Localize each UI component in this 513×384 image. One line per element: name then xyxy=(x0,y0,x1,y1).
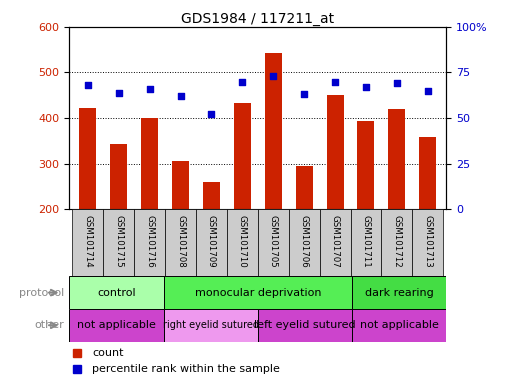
Bar xyxy=(110,144,127,209)
Text: not applicable: not applicable xyxy=(77,320,156,331)
Bar xyxy=(69,309,164,342)
Bar xyxy=(295,166,312,209)
Text: GSM101716: GSM101716 xyxy=(145,215,154,267)
Point xyxy=(207,111,215,118)
Bar xyxy=(69,276,164,309)
Bar xyxy=(350,209,381,276)
Text: GSM101715: GSM101715 xyxy=(114,215,123,267)
Text: GSM101706: GSM101706 xyxy=(300,215,309,267)
Bar xyxy=(352,309,446,342)
Point xyxy=(300,91,308,98)
Text: GSM101710: GSM101710 xyxy=(238,215,247,267)
Text: GSM101711: GSM101711 xyxy=(362,215,370,267)
Text: GSM101708: GSM101708 xyxy=(176,215,185,267)
Text: GSM101712: GSM101712 xyxy=(392,215,401,267)
Text: left eyelid sutured: left eyelid sutured xyxy=(254,320,356,331)
Bar xyxy=(388,109,405,209)
Bar xyxy=(80,108,96,209)
Text: GSM101707: GSM101707 xyxy=(330,215,340,267)
Text: monocular deprivation: monocular deprivation xyxy=(194,288,321,298)
Bar xyxy=(265,53,282,209)
Text: protocol: protocol xyxy=(19,288,64,298)
Point xyxy=(238,79,246,85)
Text: GSM101709: GSM101709 xyxy=(207,215,216,267)
Text: GSM101705: GSM101705 xyxy=(269,215,278,267)
Text: right eyelid sutured: right eyelid sutured xyxy=(163,320,259,331)
Point xyxy=(424,88,432,94)
Bar xyxy=(320,209,350,276)
Bar xyxy=(164,309,258,342)
Bar xyxy=(412,209,443,276)
Title: GDS1984 / 117211_at: GDS1984 / 117211_at xyxy=(181,12,334,26)
Text: GSM101713: GSM101713 xyxy=(423,215,432,267)
Text: dark rearing: dark rearing xyxy=(365,288,433,298)
Bar xyxy=(258,309,352,342)
Text: percentile rank within the sample: percentile rank within the sample xyxy=(92,364,280,374)
Text: other: other xyxy=(34,320,64,331)
Bar xyxy=(165,209,196,276)
Point xyxy=(331,79,339,85)
Point xyxy=(393,80,401,86)
Point xyxy=(146,86,154,92)
Text: GSM101714: GSM101714 xyxy=(83,215,92,267)
Bar xyxy=(289,209,320,276)
Bar xyxy=(203,182,220,209)
Point xyxy=(362,84,370,90)
Bar xyxy=(103,209,134,276)
Text: not applicable: not applicable xyxy=(360,320,439,331)
Bar xyxy=(327,95,344,209)
Bar xyxy=(227,209,258,276)
Bar xyxy=(358,121,374,209)
Point xyxy=(269,73,278,79)
Bar xyxy=(196,209,227,276)
Point xyxy=(114,89,123,96)
Point xyxy=(176,93,185,99)
Bar xyxy=(172,161,189,209)
Bar xyxy=(381,209,412,276)
Bar xyxy=(419,137,436,209)
Bar xyxy=(258,209,289,276)
Bar xyxy=(164,276,352,309)
Bar xyxy=(141,118,158,209)
Point xyxy=(84,82,92,88)
Text: control: control xyxy=(97,288,136,298)
Text: count: count xyxy=(92,348,124,358)
Bar xyxy=(72,209,103,276)
Bar xyxy=(352,276,446,309)
Bar xyxy=(134,209,165,276)
Bar xyxy=(234,104,251,209)
